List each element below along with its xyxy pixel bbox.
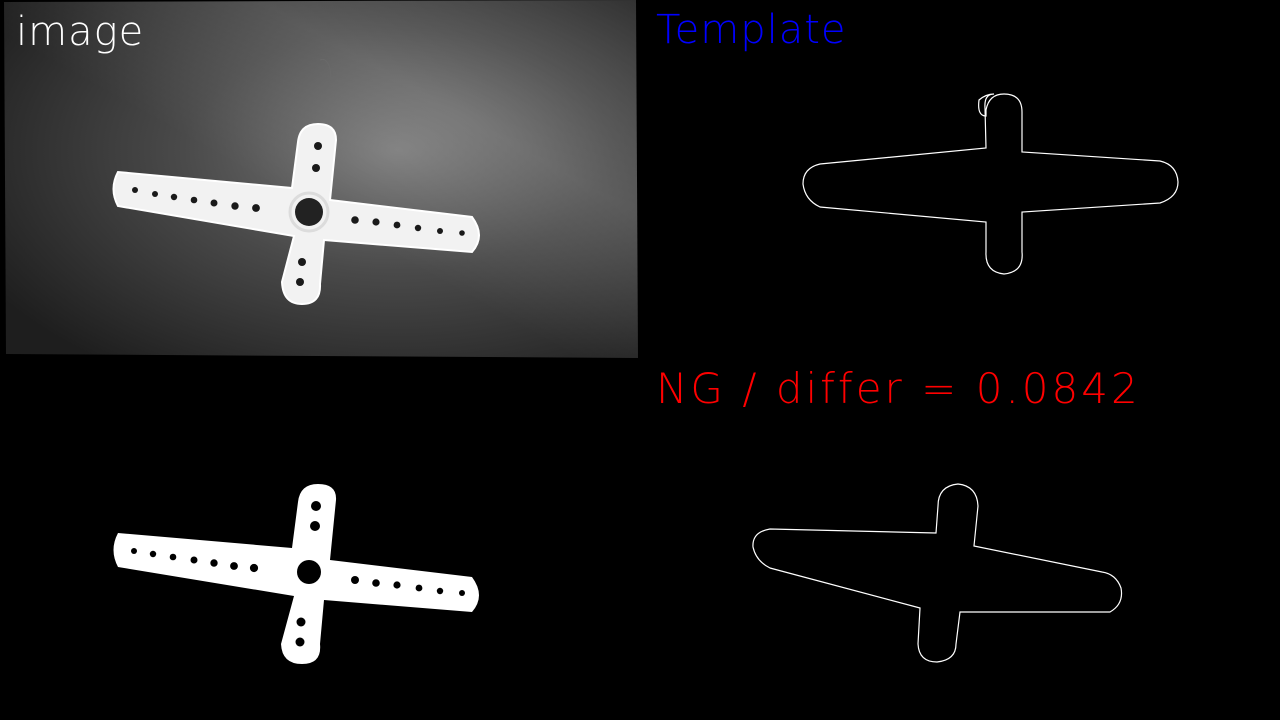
source-image-panel: image xyxy=(0,0,640,360)
template-outline xyxy=(802,93,1179,275)
servo-horn-mask xyxy=(113,484,479,664)
inspection-result-text: NG / differ = 0.0842 xyxy=(656,364,1141,413)
detected-contour xyxy=(752,483,1123,663)
template-contour xyxy=(802,93,1179,275)
image-panel-label: image xyxy=(16,9,145,55)
source-image xyxy=(0,0,640,360)
binary-mask-panel xyxy=(0,360,640,720)
detected-outline xyxy=(752,483,1123,663)
detected-contour-panel xyxy=(640,360,1280,720)
servo-horn-icon xyxy=(112,122,480,306)
template-panel-label: Template xyxy=(656,7,847,53)
template-panel: Template xyxy=(640,0,1280,360)
binary-mask xyxy=(113,484,479,664)
